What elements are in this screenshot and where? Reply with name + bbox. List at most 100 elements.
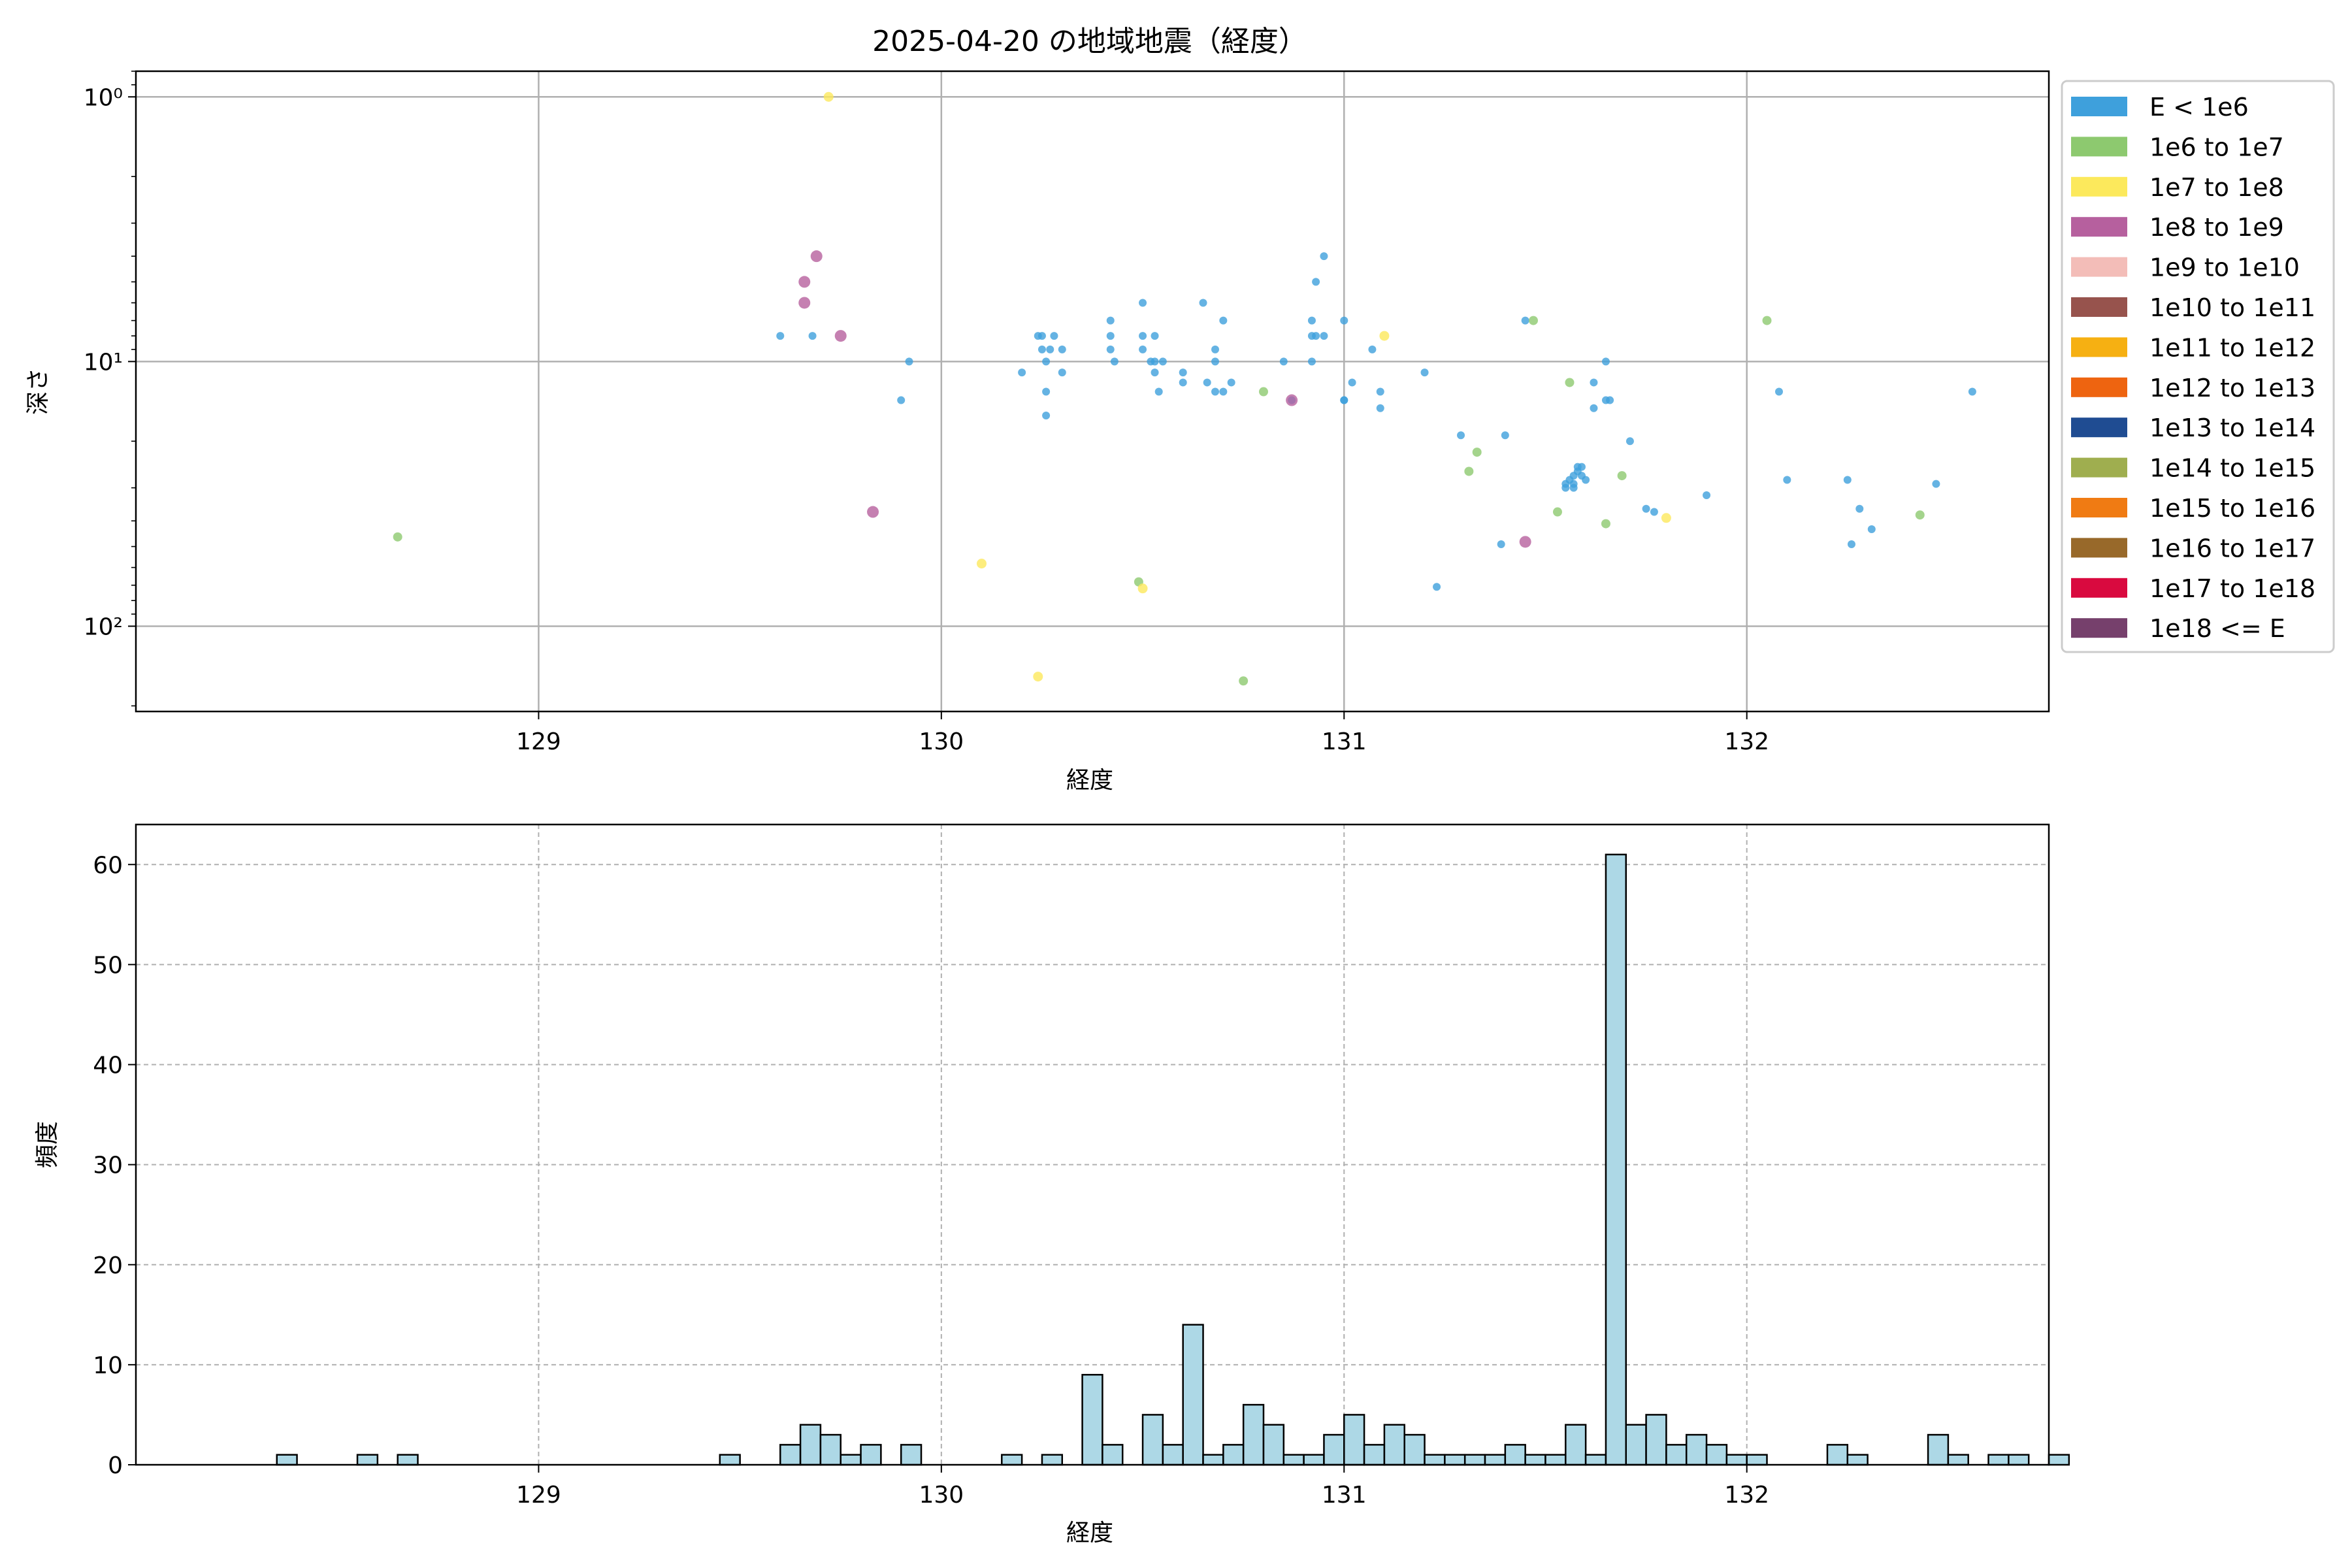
scatter-point bbox=[1519, 536, 1531, 548]
histogram-bar bbox=[1081, 1373, 1103, 1466]
scatter-point bbox=[1915, 510, 1925, 520]
histogram-bar bbox=[1645, 1414, 1667, 1466]
histogram-bar bbox=[1463, 1454, 1486, 1466]
histogram-bar bbox=[799, 1424, 822, 1466]
scatter-point bbox=[1348, 378, 1356, 387]
scatter-point bbox=[1042, 387, 1051, 396]
histogram-bar bbox=[1665, 1444, 1688, 1466]
legend-label: 1e18 <= E bbox=[2149, 614, 2285, 643]
histogram-bar bbox=[840, 1454, 862, 1466]
legend-frame bbox=[2061, 80, 2335, 653]
scatter-point bbox=[810, 250, 823, 263]
histogram-bar bbox=[1141, 1414, 1164, 1466]
scatter-x-tick-label: 132 bbox=[1724, 728, 1769, 755]
histogram-y-tick-label: 10 bbox=[93, 1352, 123, 1379]
scatter-point bbox=[1320, 252, 1328, 261]
histogram-grid bbox=[136, 825, 2049, 1465]
histogram-bar bbox=[1162, 1444, 1184, 1466]
histogram-bar bbox=[1725, 1454, 1748, 1466]
scatter-point bbox=[1219, 316, 1228, 325]
histogram-bar bbox=[1041, 1454, 1064, 1466]
scatter-point bbox=[1106, 316, 1115, 325]
scatter-point bbox=[1058, 345, 1066, 353]
histogram-y-tick-label: 20 bbox=[93, 1252, 123, 1279]
scatter-point bbox=[1151, 368, 1159, 377]
histogram-panel: 129 130 131 132 0 10 20 30 40 50 60 経度 頻度 bbox=[34, 823, 2070, 1546]
legend-label: 1e10 to 1e11 bbox=[2149, 293, 2315, 322]
scatter-point bbox=[1501, 431, 1509, 440]
scatter-point bbox=[1340, 316, 1348, 325]
scatter-point bbox=[1590, 404, 1598, 412]
scatter-point bbox=[1847, 540, 1855, 548]
legend-label: 1e16 to 1e17 bbox=[2149, 534, 2315, 563]
scatter-point bbox=[1762, 316, 1772, 325]
scatter-point bbox=[1464, 466, 1474, 476]
histogram-bar bbox=[1826, 1444, 1849, 1466]
histogram-bar bbox=[1544, 1454, 1567, 1466]
histogram-y-tick-label: 40 bbox=[93, 1053, 123, 1079]
scatter-point bbox=[1279, 357, 1288, 366]
histogram-bar bbox=[2048, 1454, 2070, 1466]
scatter-point bbox=[1151, 332, 1159, 340]
legend-label: 1e11 to 1e12 bbox=[2149, 333, 2315, 362]
legend-label: E < 1e6 bbox=[2149, 93, 2249, 122]
histogram-y-tick-label: 0 bbox=[108, 1452, 123, 1479]
legend: E < 1e6 1e6 to 1e7 1e7 to 1e8 1e8 to 1e9 1e9… bbox=[2061, 80, 2335, 653]
histogram-bar bbox=[1484, 1454, 1507, 1466]
scatter-point bbox=[1211, 345, 1220, 353]
scatter-point bbox=[1258, 387, 1268, 397]
scatter-point bbox=[1139, 345, 1147, 353]
histogram-y-axis-label: 頻度 bbox=[34, 1121, 61, 1168]
scatter-point bbox=[1552, 507, 1562, 517]
legend-label: 1e8 to 1e9 bbox=[2149, 213, 2284, 242]
scatter-point bbox=[1457, 431, 1465, 440]
scatter-point bbox=[1783, 476, 1791, 484]
scatter-point bbox=[1376, 387, 1384, 396]
histogram-bar bbox=[1504, 1444, 1526, 1466]
scatter-x-tick-label: 131 bbox=[1322, 728, 1367, 755]
legend-swatch bbox=[2071, 217, 2127, 237]
scatter-point bbox=[1617, 471, 1627, 481]
scatter-point bbox=[1042, 412, 1051, 420]
histogram-bar bbox=[1383, 1424, 1405, 1466]
scatter-point bbox=[798, 276, 811, 288]
histogram-bar bbox=[2008, 1454, 2030, 1466]
histogram-bar bbox=[860, 1444, 882, 1466]
histogram-bar bbox=[1685, 1433, 1708, 1466]
histogram-bars bbox=[276, 853, 2070, 1466]
scatter-point bbox=[1774, 387, 1783, 396]
scatter-point bbox=[1606, 396, 1614, 404]
legend-label: 1e7 to 1e8 bbox=[2149, 173, 2284, 202]
scatter-point bbox=[798, 297, 811, 309]
scatter-point bbox=[1018, 368, 1026, 377]
histogram-bar bbox=[1625, 1424, 1647, 1466]
scatter-point bbox=[1340, 396, 1348, 404]
histogram-bar bbox=[1343, 1414, 1365, 1466]
scatter-point bbox=[1037, 332, 1046, 340]
scatter-point bbox=[1855, 504, 1864, 513]
scatter-x-tick-label: 129 bbox=[516, 728, 561, 755]
scatter-point bbox=[1227, 378, 1235, 387]
scatter-point bbox=[1158, 357, 1167, 366]
scatter-panel: 2025-04-20 の地域地震（経度） 129 130 131 132 10⁰ 10¹… bbox=[25, 25, 2050, 794]
scatter-point bbox=[1379, 331, 1390, 341]
legend-label: 1e17 to 1e18 bbox=[2149, 574, 2315, 603]
scatter-y-tick-label: 10¹ bbox=[84, 349, 123, 376]
legend-items: E < 1e6 1e6 to 1e7 1e7 to 1e8 1e8 to 1e9 1e9… bbox=[2071, 93, 2315, 643]
scatter-point bbox=[1211, 387, 1220, 396]
histogram-bar bbox=[779, 1444, 802, 1466]
histogram-bar bbox=[1987, 1454, 2010, 1466]
histogram-y-tick-label: 50 bbox=[93, 952, 123, 979]
scatter-point bbox=[1528, 316, 1538, 325]
scatter-point bbox=[1368, 345, 1377, 353]
legend-swatch bbox=[2071, 257, 2127, 277]
histogram-bar bbox=[1202, 1454, 1224, 1466]
histogram-y-tick-label: 60 bbox=[93, 852, 123, 879]
scatter-point bbox=[1139, 299, 1147, 307]
histogram-x-tick-label: 132 bbox=[1724, 1482, 1769, 1509]
scatter-point bbox=[1312, 278, 1320, 286]
histogram-bar bbox=[1403, 1433, 1426, 1466]
histogram-bar bbox=[1182, 1324, 1204, 1466]
legend-swatch bbox=[2071, 578, 2127, 598]
scatter-point bbox=[1968, 387, 1976, 396]
